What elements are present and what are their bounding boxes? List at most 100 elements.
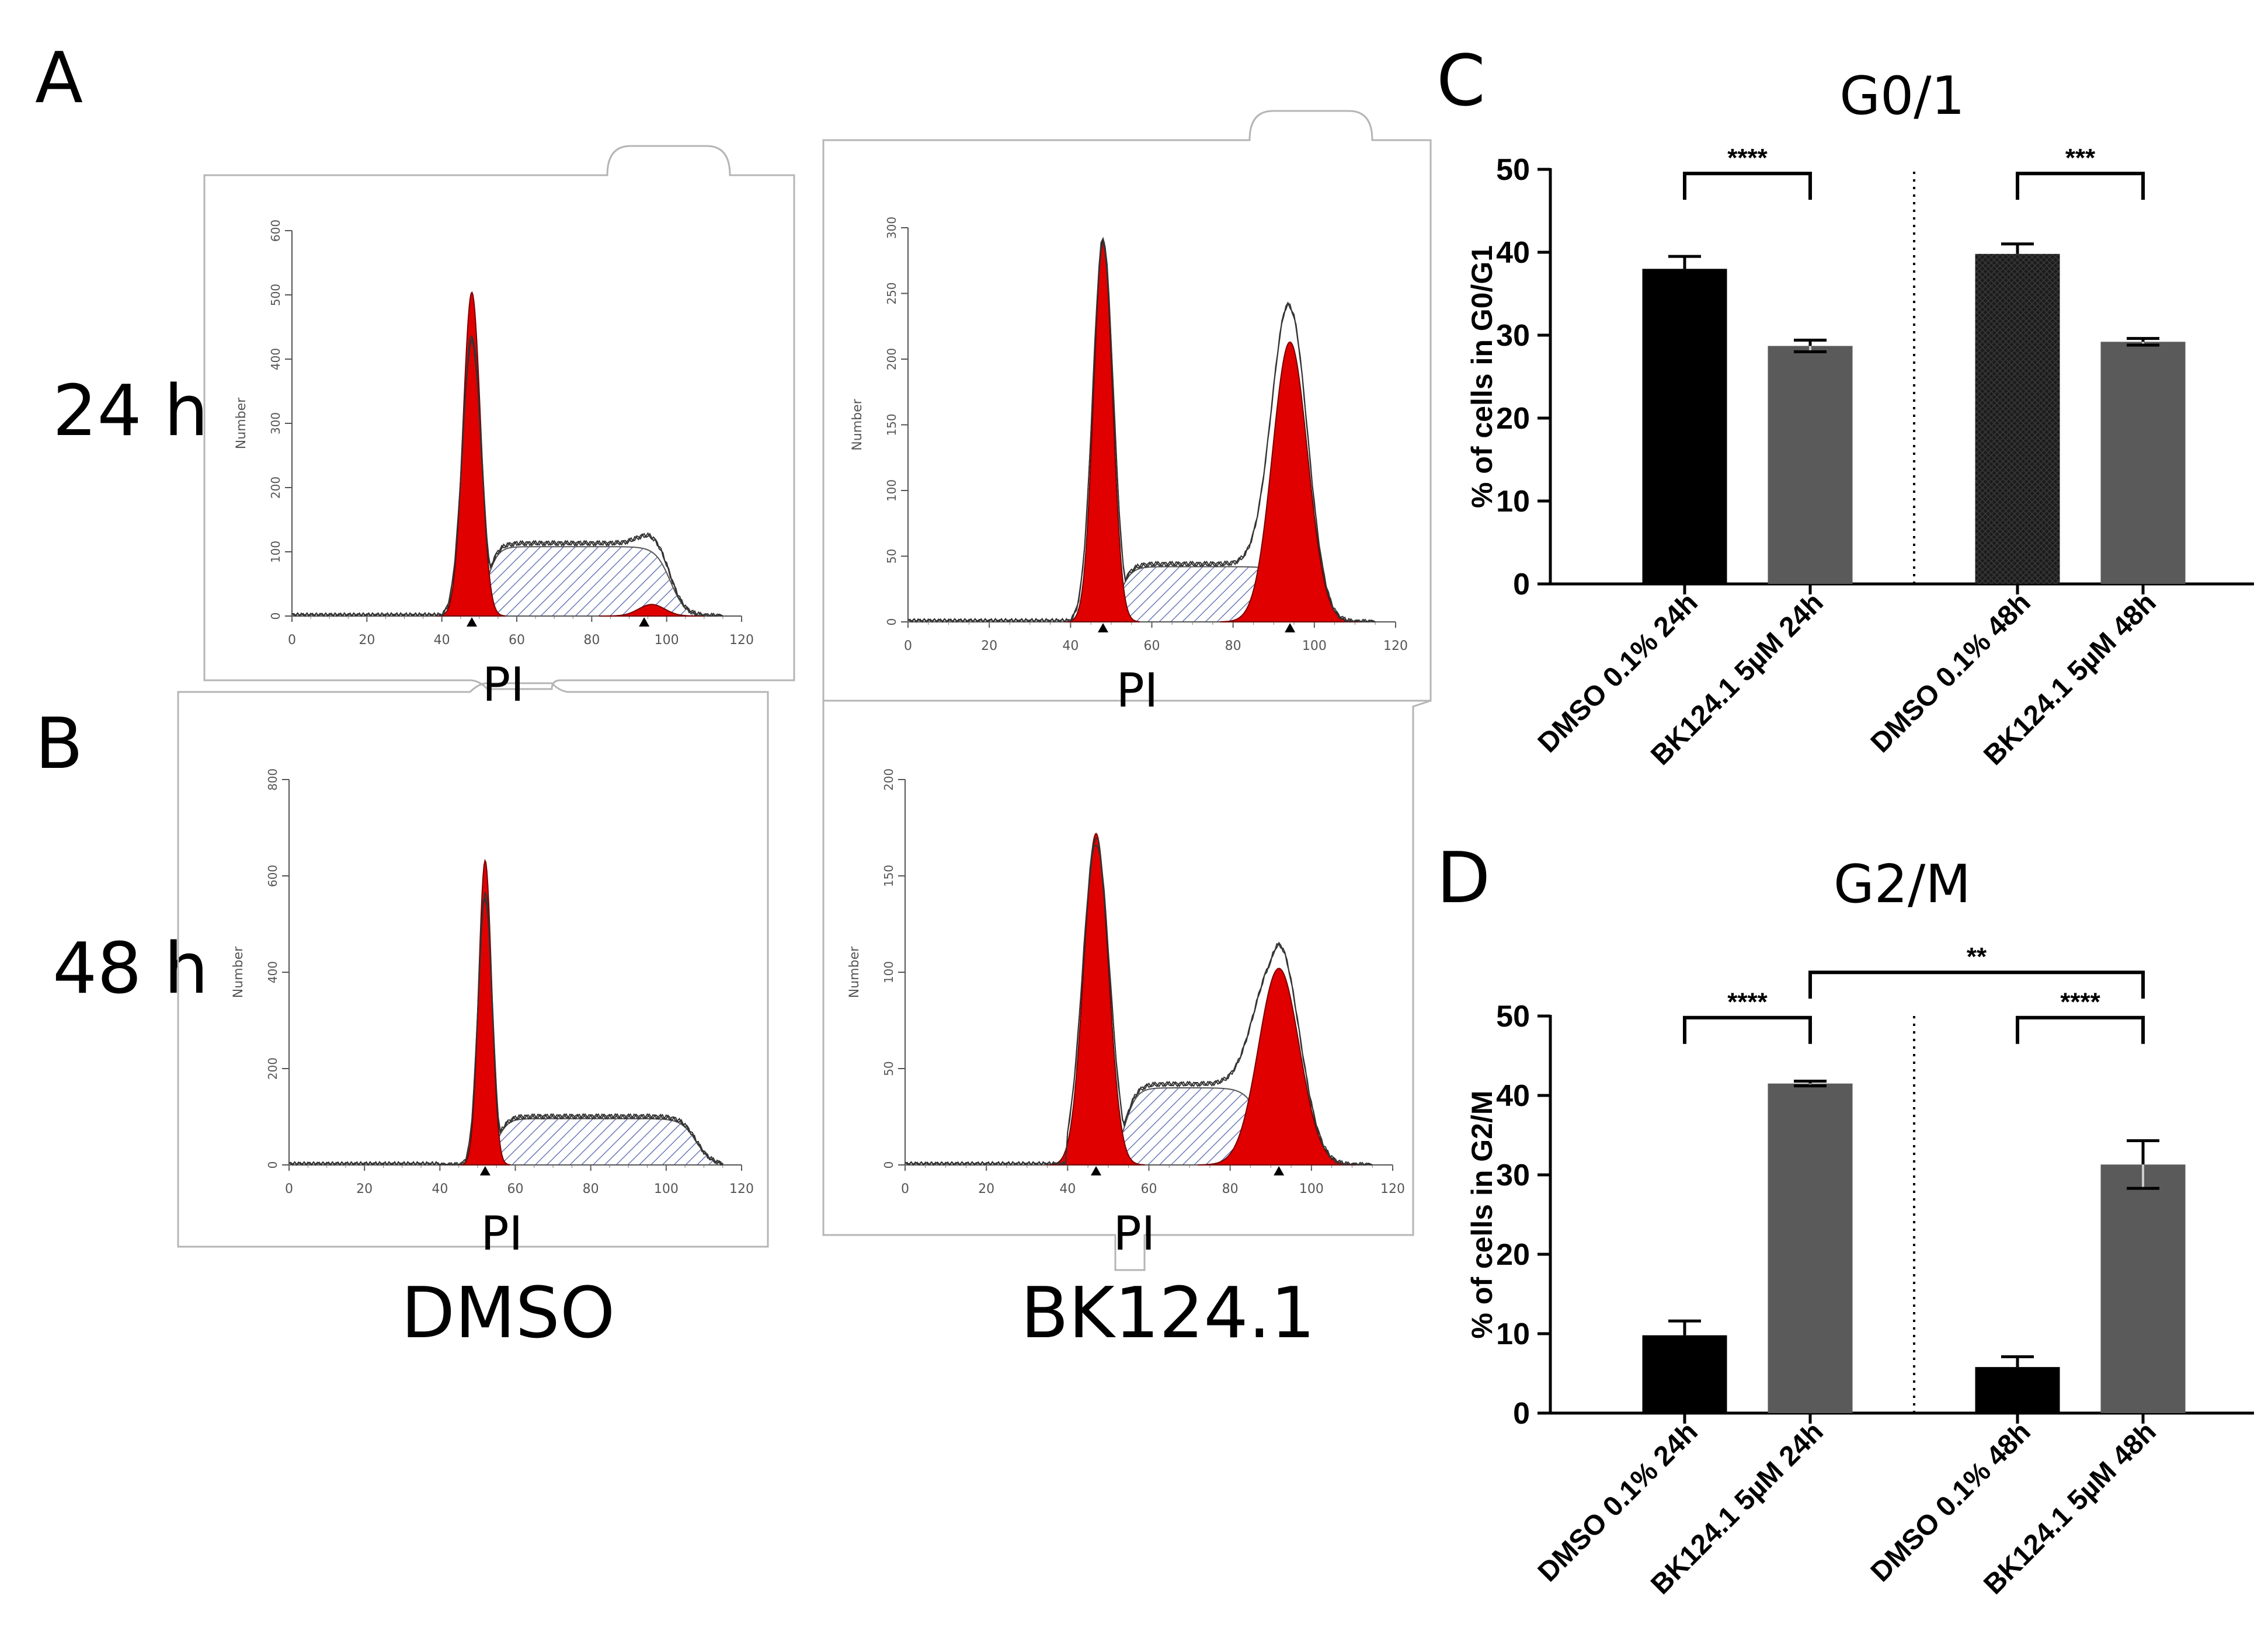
peak-marker (1098, 623, 1108, 632)
x-tick-label: 0 (904, 639, 912, 653)
y-tick-label: 10 (1496, 1317, 1530, 1351)
s-phase-region (456, 546, 697, 617)
y-tick-label: 0 (1513, 1397, 1530, 1431)
column-label-bk124: BK124.1 (1021, 1273, 1316, 1354)
g1-peak (1047, 832, 1145, 1166)
y-tick-label: 500 (269, 284, 283, 306)
panel-letter-a: A (35, 38, 83, 119)
y-tick-label: 0 (1513, 568, 1530, 601)
y-tick-label: 100 (885, 479, 899, 502)
x-tick-label: 60 (1141, 1182, 1157, 1196)
y-axis-label: Number (847, 946, 862, 998)
significance-label: **** (2060, 988, 2100, 1017)
x-tick-label: 40 (434, 633, 450, 648)
y-tick-label: 200 (882, 768, 896, 791)
significance-label: **** (1727, 988, 1768, 1017)
significance-label: ** (1967, 942, 1987, 971)
bar (1768, 1083, 1853, 1413)
x-tick-label: 0 (901, 1182, 909, 1196)
histogram-48h-bk124: 0 20 40 60 80 100 120 0 50 100 150 200 Number PI (847, 768, 1405, 1261)
x-tick-label: 80 (1222, 1182, 1239, 1196)
y-tick-label: 200 (266, 1057, 280, 1080)
x-tick-label: 40 (1059, 1182, 1076, 1196)
peak-marker (1285, 623, 1296, 632)
x-axis-label: PI (1116, 663, 1159, 718)
y-tick-label: 600 (266, 865, 280, 887)
significance-label: *** (2065, 144, 2096, 172)
x-tick-label: 0 (285, 1182, 293, 1196)
y-axis-label: Number (231, 946, 246, 998)
x-tick-label: 80 (583, 633, 600, 648)
x-axis-label: PI (482, 658, 524, 712)
x-tick-label: 100 (1299, 1182, 1324, 1196)
peak-marker (1274, 1166, 1285, 1175)
significance-bracket (1683, 1015, 1812, 1044)
y-axis-label: % of cells in G2/M (1466, 1090, 1498, 1338)
y-tick-label: 400 (266, 961, 280, 983)
significance-label: **** (1727, 144, 1768, 172)
peak-marker (1091, 1166, 1102, 1175)
peak-marker (479, 1166, 491, 1175)
g1-peak (437, 291, 506, 617)
y-tick-label: 40 (1496, 1079, 1530, 1113)
x-tick-label: 20 (356, 1182, 373, 1196)
y-tick-label: 300 (885, 217, 899, 239)
x-tick-label: 100 (654, 1182, 679, 1196)
row-label-48h: 48 h (53, 928, 208, 1010)
y-tick-label: 0 (882, 1161, 896, 1169)
g1-peak (459, 858, 511, 1166)
y-tick-label: 20 (1496, 402, 1530, 436)
x-tick-label: 120 (729, 1182, 754, 1196)
y-tick-label: 200 (269, 476, 283, 499)
y-tick-label: 0 (269, 613, 283, 620)
x-tick-label: 0 (288, 633, 296, 648)
bar (2100, 342, 2186, 584)
x-tick-label: 80 (583, 1182, 599, 1196)
histogram-frames (177, 110, 1432, 1271)
bar (1768, 346, 1853, 584)
histogram-24h-bk124: 0 20 40 60 80 100 120 0 50 100 150 200 250 300 Number P… (850, 217, 1408, 718)
histogram-24h-dmso: 0 20 40 60 80 100 120 0 100 200 300 400 500 600 Number… (234, 220, 754, 712)
x-axis-label: PI (481, 1206, 523, 1261)
y-tick-label: 0 (885, 618, 899, 626)
g2-peak (599, 604, 704, 617)
significance-bracket (2016, 1015, 2145, 1044)
peak-marker (467, 617, 477, 627)
bar (1975, 253, 2060, 585)
x-tick-label: 60 (1144, 639, 1160, 653)
data-envelope (288, 892, 723, 1166)
x-tick-label: 120 (729, 633, 754, 648)
y-axis-label: Number (850, 398, 865, 450)
g1-peak (1065, 238, 1140, 622)
histogram-48h-dmso: 0 20 40 60 80 100 120 0 200 400 600 800 Number PI (231, 768, 754, 1261)
y-tick-label: 40 (1496, 236, 1530, 270)
column-label-dmso: DMSO (401, 1273, 615, 1354)
y-tick-label: 30 (1496, 1159, 1530, 1192)
bar (1642, 1335, 1727, 1413)
x-axis-label: PI (1114, 1206, 1156, 1261)
row-label-24h: 24 h (53, 371, 208, 452)
y-tick-label: 150 (882, 865, 896, 887)
y-tick-label: 0 (266, 1161, 280, 1169)
bar (1975, 1367, 2060, 1413)
y-tick-label: 50 (1496, 1000, 1530, 1034)
y-tick-label: 300 (269, 412, 283, 434)
x-tick-label: 80 (1225, 639, 1241, 653)
bar (1642, 269, 1727, 584)
x-tick-label: 40 (1062, 639, 1079, 653)
y-tick-label: 50 (1496, 153, 1530, 187)
x-tick-label: 100 (1302, 639, 1327, 653)
y-tick-label: 10 (1496, 485, 1530, 519)
x-tick-label: 20 (978, 1182, 994, 1196)
bar (2100, 1164, 2186, 1413)
y-tick-label: 50 (882, 1061, 896, 1076)
panel-letter-b: B (35, 704, 83, 785)
y-tick-label: 150 (885, 413, 899, 436)
peak-marker (639, 617, 650, 627)
y-tick-label: 50 (885, 549, 899, 563)
y-tick-label: 400 (269, 348, 283, 370)
x-tick-label: 100 (655, 633, 679, 648)
data-envelope (907, 236, 1376, 623)
data-envelope (291, 335, 723, 617)
